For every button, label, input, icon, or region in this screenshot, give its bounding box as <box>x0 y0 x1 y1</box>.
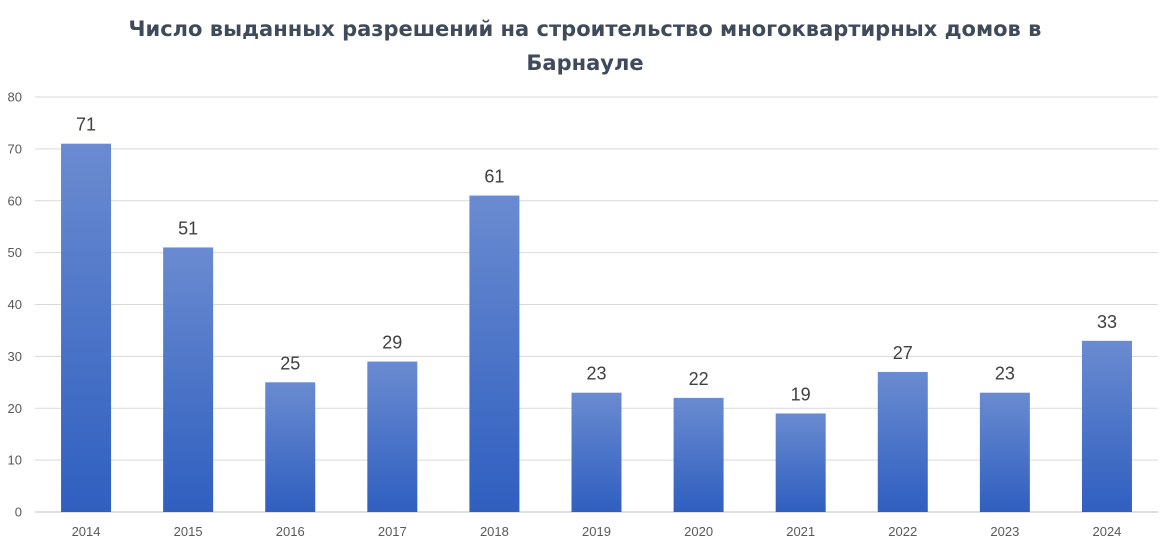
bar-2021 <box>775 413 826 512</box>
x-tick-label-2019: 2019 <box>582 524 611 539</box>
y-tick-label: 20 <box>8 401 22 416</box>
data-label-2016: 25 <box>280 353 300 373</box>
chart-title-line-1: Число выданных разрешений на строительст… <box>128 17 1042 41</box>
data-label-2024: 33 <box>1097 312 1117 332</box>
x-tick-label-2020: 2020 <box>684 524 713 539</box>
data-label-2017: 29 <box>382 333 402 353</box>
x-tick-label-2024: 2024 <box>1092 524 1121 539</box>
x-tick-label-2023: 2023 <box>990 524 1019 539</box>
chart-title-line-2: Барнауле <box>526 51 644 75</box>
bar-2016 <box>265 382 316 512</box>
x-tick-label-2018: 2018 <box>480 524 509 539</box>
bars <box>61 143 1132 512</box>
bar-2024 <box>1081 340 1132 512</box>
y-tick-label: 60 <box>8 193 22 208</box>
bar-2014 <box>61 143 112 512</box>
data-label-2014: 71 <box>76 115 96 135</box>
bar-2018 <box>469 195 520 512</box>
data-label-2018: 61 <box>484 167 504 187</box>
bar-2020 <box>673 397 724 512</box>
y-axis: 0 10 20 30 40 50 60 70 80 <box>8 90 22 520</box>
chart-title: Число выданных разрешений на строительст… <box>0 12 1170 80</box>
data-labels: 71 51 25 29 61 23 22 19 27 23 33 <box>76 115 1117 405</box>
x-tick-label-2016: 2016 <box>276 524 305 539</box>
bar-2019 <box>571 392 622 512</box>
bar-2023 <box>979 392 1030 512</box>
bar-2022 <box>877 371 928 512</box>
data-label-2019: 23 <box>586 364 606 384</box>
x-tick-label-2022: 2022 <box>888 524 917 539</box>
y-tick-label: 0 <box>15 505 22 520</box>
y-tick-label: 10 <box>8 453 22 468</box>
data-label-2023: 23 <box>995 364 1015 384</box>
x-tick-label-2014: 2014 <box>72 524 101 539</box>
bar-2017 <box>367 361 418 512</box>
x-tick-label-2021: 2021 <box>786 524 815 539</box>
data-label-2020: 22 <box>689 369 709 389</box>
data-label-2022: 27 <box>893 343 913 363</box>
data-label-2021: 19 <box>791 384 811 404</box>
data-label-2015: 51 <box>178 218 198 238</box>
y-tick-label: 40 <box>8 297 22 312</box>
bar-2015 <box>163 247 214 512</box>
x-tick-label-2015: 2015 <box>174 524 203 539</box>
y-tick-label: 80 <box>8 90 22 105</box>
y-tick-label: 70 <box>8 141 22 156</box>
y-tick-label: 50 <box>8 245 22 260</box>
x-axis: 2014 2015 2016 2017 2018 2019 2020 2021 2022 2023… <box>72 524 1122 539</box>
y-tick-label: 30 <box>8 349 22 364</box>
x-tick-label-2017: 2017 <box>378 524 407 539</box>
